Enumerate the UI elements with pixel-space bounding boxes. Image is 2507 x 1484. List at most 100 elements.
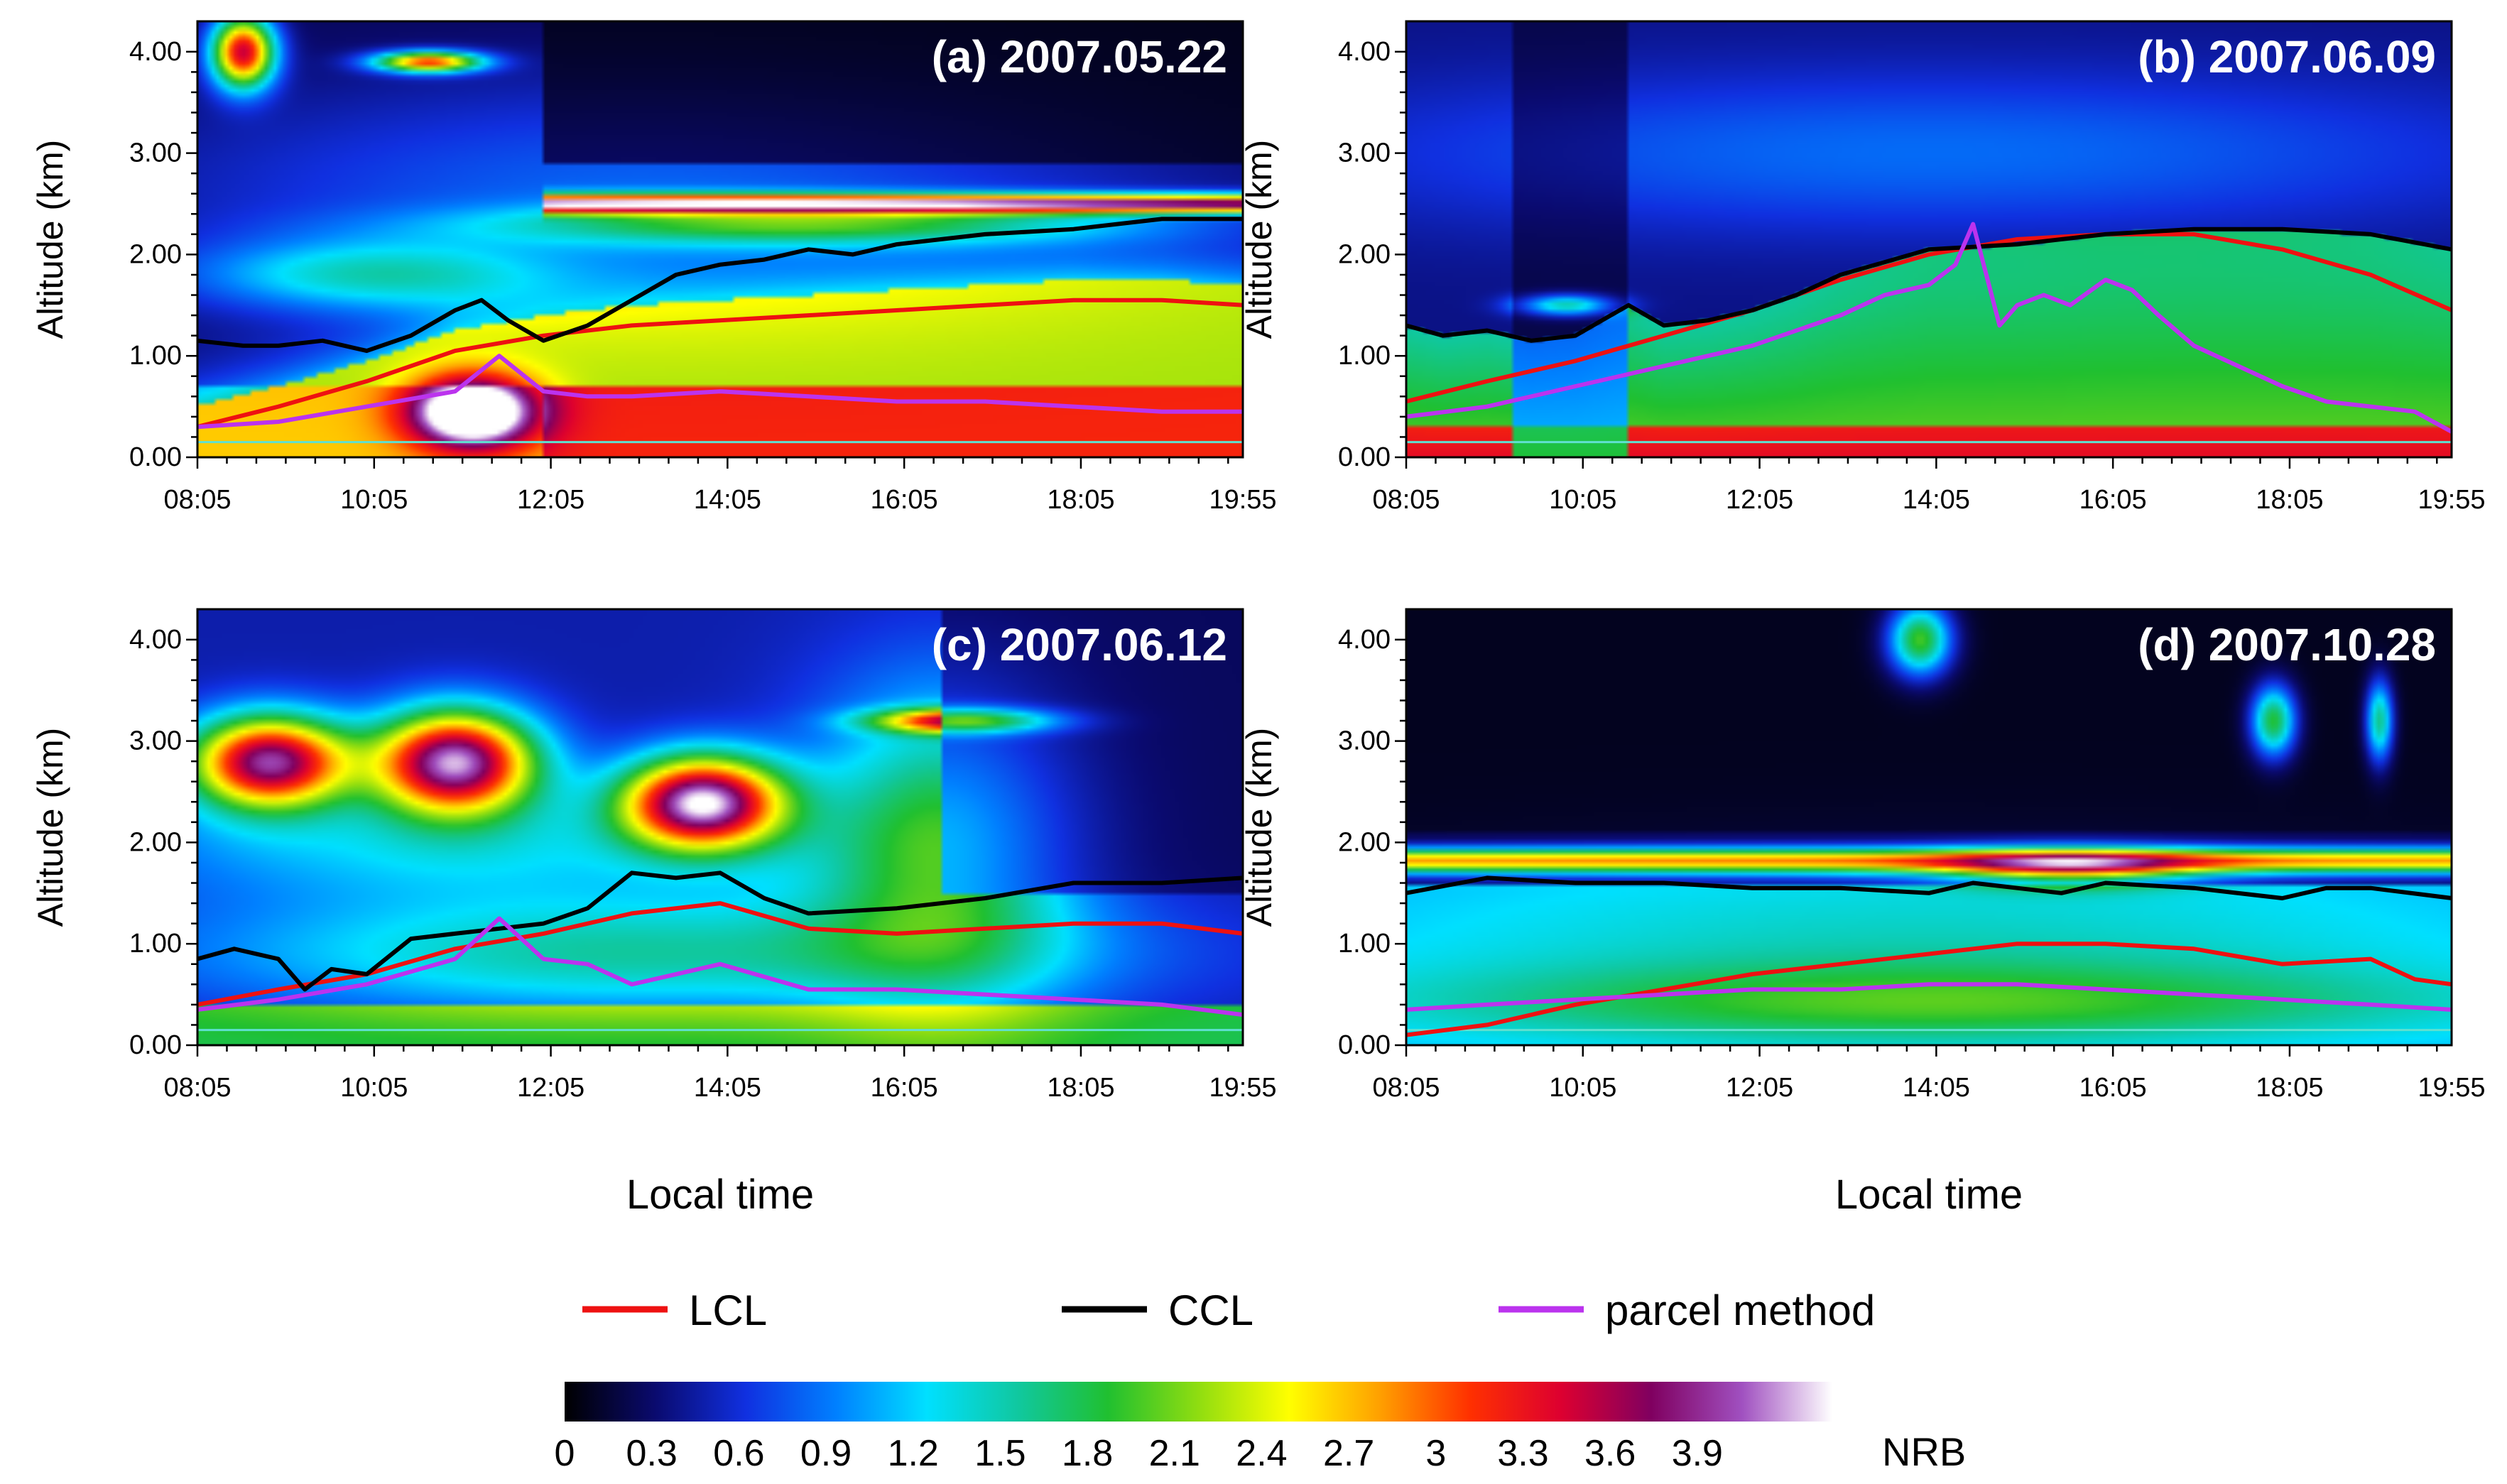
colorbar-tick-label: 3.9 [1672, 1433, 1723, 1474]
y-tick-label: 4.00 [1338, 37, 1391, 67]
series-line-ccl [196, 871, 1244, 992]
y-tick-label: 3.00 [129, 138, 182, 168]
x-tick-label: 12:05 [517, 485, 584, 515]
series-line-parcel-method [1405, 222, 2453, 434]
y-axis-title: Altitude (km) [1239, 140, 1279, 339]
y-axis-title: Altitude (km) [31, 728, 70, 927]
x-tick-label: 10:05 [340, 485, 408, 515]
y-tick-label: 1.00 [1338, 341, 1391, 371]
series-line-parcel-method [197, 916, 1244, 1017]
colorbar-label: NRB [1882, 1429, 1966, 1474]
y-tick-label: 1.00 [129, 929, 182, 959]
y-tick-label: 1.00 [129, 341, 182, 371]
panel-title: (b) 2007.06.09 [2138, 31, 2436, 82]
colorbar-tick-label: 0.9 [800, 1433, 852, 1474]
panel-c: 0.00 1.00 2.00 3.00 4.00 08:05 10:05 12:05 14:05… [31, 608, 1277, 1103]
y-tick-label: 0.00 [1338, 1030, 1391, 1060]
x-tick-label: 10:05 [1549, 1073, 1616, 1103]
plot-frame [1405, 20, 2453, 459]
x-tick-label: 16:05 [871, 485, 938, 515]
x-tick-label: 14:05 [1903, 1073, 1970, 1103]
x-tick-label: 14:05 [1903, 485, 1970, 515]
y-axis-title: Altitude (km) [1239, 728, 1279, 927]
colorbar-tick-label: 2.7 [1323, 1433, 1374, 1474]
legend-label: parcel method [1605, 1287, 1875, 1334]
y-tick-label: 4.00 [129, 625, 182, 655]
x-tick-label: 08:05 [1372, 485, 1440, 515]
series-line-parcel-method [197, 354, 1244, 430]
series-line-parcel-method [1405, 982, 2452, 1012]
x-tick-label: 16:05 [2079, 485, 2147, 515]
x-tick-label: 18:05 [2256, 1073, 2323, 1103]
panel-title: (d) 2007.10.28 [2138, 619, 2436, 670]
x-tick-label: 18:05 [2256, 485, 2323, 515]
panel-a: 0.00 1.00 2.00 3.00 4.00 08:05 10:05 12:05 14:05… [31, 20, 1277, 515]
colorbar-tick-label: 3.6 [1584, 1433, 1636, 1474]
panel-title: (a) 2007.05.22 [932, 31, 1227, 82]
colorbar-tick-label: 1.5 [974, 1433, 1026, 1474]
x-axis-title: Local time [626, 1172, 814, 1218]
legend-label: CCL [1168, 1287, 1254, 1334]
x-axis-title: Local time [1835, 1172, 2023, 1218]
panel-title: (c) 2007.06.12 [932, 619, 1227, 670]
y-tick-label: 4.00 [1338, 625, 1391, 655]
y-tick-label: 2.00 [1338, 827, 1391, 857]
x-tick-label: 16:05 [2079, 1073, 2147, 1103]
plot-frame [196, 608, 1244, 1047]
x-tick-label: 08:05 [163, 485, 231, 515]
x-tick-label: 08:05 [1372, 1073, 1440, 1103]
plot-frame [1405, 608, 2453, 1047]
y-tick-label: 0.00 [129, 442, 182, 472]
series-line-ccl [1405, 227, 2452, 343]
heatmap [197, 21, 1243, 457]
x-tick-label: 14:05 [694, 485, 761, 515]
plot-frame [196, 20, 1244, 459]
x-tick-label: 19:55 [1209, 485, 1276, 515]
legend-label: LCL [689, 1287, 767, 1334]
series-line-ccl [1405, 875, 2452, 900]
x-tick-label: 19:55 [1209, 1073, 1276, 1103]
colorbar-tick-label: 1.8 [1062, 1433, 1113, 1474]
x-tick-label: 12:05 [1726, 1073, 1793, 1103]
colorbar-tick-label: 1.2 [888, 1433, 939, 1474]
y-tick-label: 2.00 [1338, 239, 1391, 269]
colorbar-tick-label: 0 [555, 1433, 575, 1474]
y-tick-label: 3.00 [1338, 726, 1391, 756]
colorbar-tick-label: 2.1 [1149, 1433, 1200, 1474]
colorbar-tick-label: 0.3 [626, 1433, 678, 1474]
y-tick-label: 3.00 [129, 726, 182, 756]
x-tick-label: 14:05 [694, 1073, 761, 1103]
colorbar-tick-label: 0.6 [713, 1433, 764, 1474]
y-tick-label: 0.00 [129, 1030, 182, 1060]
x-tick-label: 19:55 [2418, 1073, 2485, 1103]
legend: LCL CCL parcel method [582, 1287, 1875, 1334]
panel-b: 0.00 1.00 2.00 3.00 4.00 08:05 10:05 12:05 14:05… [1239, 20, 2486, 515]
colorbar-tick-label: 2.4 [1236, 1433, 1287, 1474]
x-tick-label: 12:05 [517, 1073, 584, 1103]
series-line-lcl [1405, 942, 2452, 1037]
x-tick-label: 18:05 [1047, 485, 1114, 515]
colorbar: 0 0.3 0.6 0.9 1.2 1.5 1.8 2.1 2.4 2.7 3 3.3 3.6 3.9 NR… [555, 1382, 1966, 1474]
colorbar-tick-label: 3 [1425, 1433, 1446, 1474]
y-tick-label: 2.00 [129, 827, 182, 857]
x-tick-label: 16:05 [871, 1073, 938, 1103]
y-tick-label: 1.00 [1338, 929, 1391, 959]
heatmap [197, 609, 1243, 1045]
x-tick-label: 10:05 [340, 1073, 408, 1103]
x-tick-label: 10:05 [1549, 485, 1616, 515]
x-tick-label: 19:55 [2418, 485, 2485, 515]
y-tick-label: 4.00 [129, 37, 182, 67]
y-tick-label: 2.00 [129, 239, 182, 269]
panel-d: 0.00 1.00 2.00 3.00 4.00 08:05 10:05 12:05 14:05… [1239, 608, 2486, 1103]
colorbar-gradient [565, 1382, 1832, 1422]
x-tick-label: 12:05 [1726, 485, 1793, 515]
y-axis-title: Altitude (km) [31, 140, 70, 339]
series-line-ccl [197, 217, 1244, 354]
x-tick-label: 18:05 [1047, 1073, 1114, 1103]
y-tick-label: 3.00 [1338, 138, 1391, 168]
x-tick-label: 08:05 [163, 1073, 231, 1103]
series-line-lcl [196, 298, 1244, 430]
y-tick-label: 0.00 [1338, 442, 1391, 472]
series-line-lcl [1405, 231, 2453, 404]
